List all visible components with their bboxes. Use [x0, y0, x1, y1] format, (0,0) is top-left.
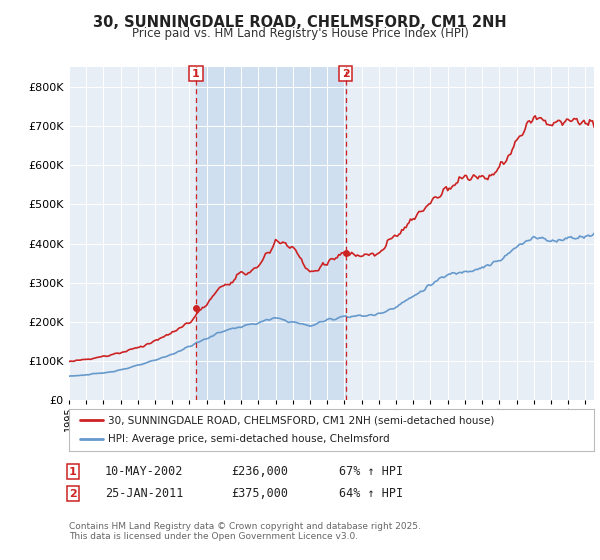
Text: 10-MAY-2002: 10-MAY-2002	[105, 465, 184, 478]
Text: 1: 1	[192, 68, 200, 78]
Text: 2: 2	[69, 489, 77, 499]
Text: Contains HM Land Registry data © Crown copyright and database right 2025.
This d: Contains HM Land Registry data © Crown c…	[69, 522, 421, 542]
Text: 67% ↑ HPI: 67% ↑ HPI	[339, 465, 403, 478]
Text: £236,000: £236,000	[231, 465, 288, 478]
Text: 64% ↑ HPI: 64% ↑ HPI	[339, 487, 403, 501]
Text: £375,000: £375,000	[231, 487, 288, 501]
Text: 30, SUNNINGDALE ROAD, CHELMSFORD, CM1 2NH (semi-detached house): 30, SUNNINGDALE ROAD, CHELMSFORD, CM1 2N…	[109, 415, 495, 425]
Bar	[196, 67, 346, 400]
Text: Price paid vs. HM Land Registry's House Price Index (HPI): Price paid vs. HM Land Registry's House …	[131, 27, 469, 40]
Text: 30, SUNNINGDALE ROAD, CHELMSFORD, CM1 2NH: 30, SUNNINGDALE ROAD, CHELMSFORD, CM1 2N…	[93, 15, 507, 30]
Text: 25-JAN-2011: 25-JAN-2011	[105, 487, 184, 501]
Text: 1: 1	[69, 466, 77, 477]
Text: 2: 2	[342, 68, 350, 78]
Text: HPI: Average price, semi-detached house, Chelmsford: HPI: Average price, semi-detached house,…	[109, 435, 390, 445]
